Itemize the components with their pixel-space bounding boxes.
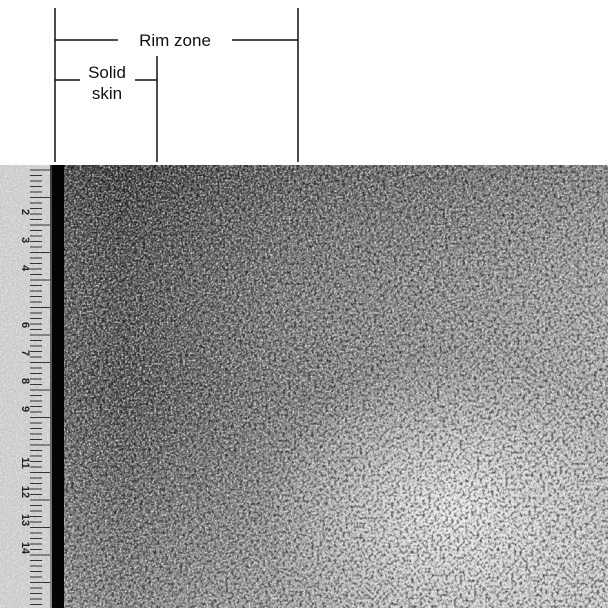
photo — [0, 165, 608, 608]
ruler-label: 6 — [19, 322, 31, 328]
solid-skin-label: skin — [92, 84, 122, 103]
ruler-label: 12 — [19, 486, 31, 498]
brackets — [54, 8, 299, 162]
ruler-label: 11 — [19, 457, 31, 469]
ruler-ticks — [30, 169, 50, 605]
ruler-label: 4 — [19, 265, 31, 272]
ruler-texture — [0, 165, 50, 608]
ruler-label: 13 — [19, 514, 31, 526]
ruler-label: 8 — [19, 378, 31, 384]
ruler-label: 2 — [19, 209, 31, 215]
ruler-label: 3 — [19, 237, 31, 243]
ruler-label: 9 — [19, 406, 31, 412]
ruler-label: 14 — [19, 542, 31, 555]
solid-skin-label: Solid — [88, 63, 126, 82]
photo-speckle-dark — [60, 165, 608, 608]
ruler-label: 7 — [19, 350, 31, 356]
solid-skin-band — [52, 165, 64, 608]
rim-zone-label: Rim zone — [139, 31, 211, 50]
